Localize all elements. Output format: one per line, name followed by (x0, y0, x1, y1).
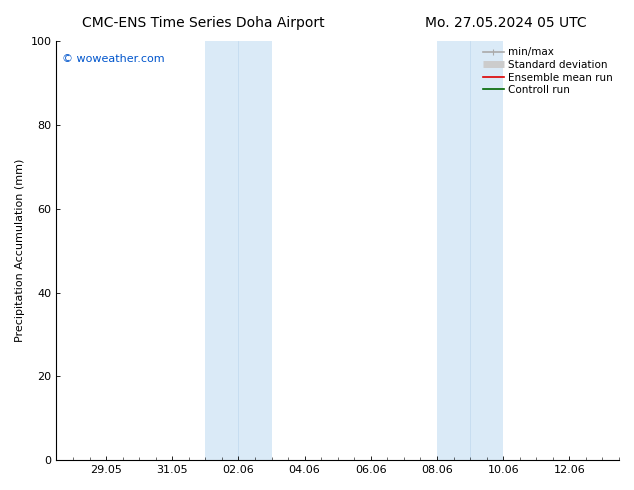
Text: Mo. 27.05.2024 05 UTC: Mo. 27.05.2024 05 UTC (425, 16, 586, 30)
Y-axis label: Precipitation Accumulation (mm): Precipitation Accumulation (mm) (15, 159, 25, 343)
Text: © woweather.com: © woweather.com (62, 53, 165, 64)
Bar (437, 41, 503, 460)
Bar (205, 41, 271, 460)
Legend: min/max, Standard deviation, Ensemble mean run, Controll run: min/max, Standard deviation, Ensemble me… (479, 43, 617, 99)
Text: CMC-ENS Time Series Doha Airport: CMC-ENS Time Series Doha Airport (82, 16, 325, 30)
